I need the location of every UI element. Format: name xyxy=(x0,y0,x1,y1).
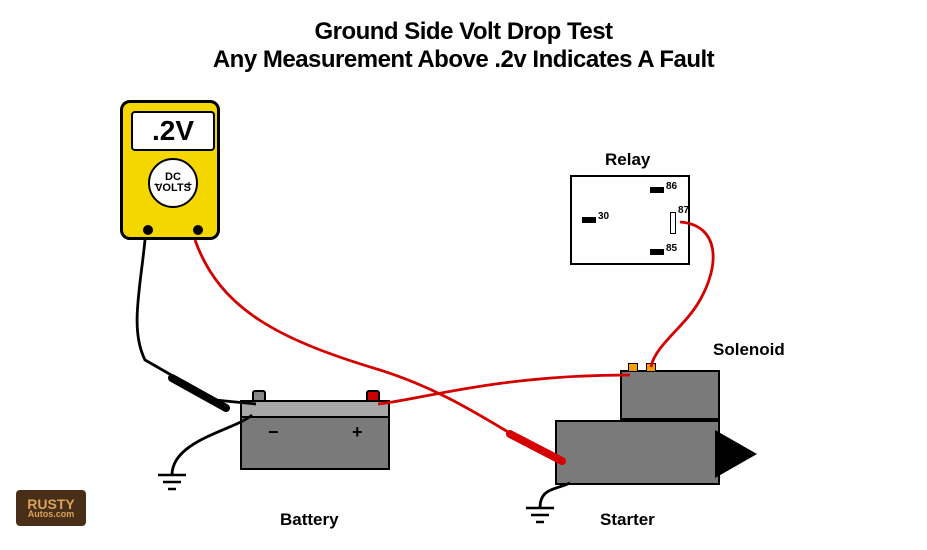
wire-meter-neg xyxy=(137,240,256,404)
wire-starter-ground xyxy=(540,483,570,508)
wire-batt-pos-solenoid xyxy=(378,375,630,404)
solenoid-label: Solenoid xyxy=(713,340,785,360)
meter-screen: .2V xyxy=(131,111,215,151)
title-line-2: Any Measurement Above .2v Indicates A Fa… xyxy=(0,46,927,74)
multimeter: .2V DC VOLTS − + xyxy=(120,100,220,240)
battery-pos-sign: + xyxy=(352,422,363,443)
wiring-diagram-lines xyxy=(0,0,927,550)
relay-pin-85-label: 85 xyxy=(666,243,677,254)
starter-solenoid xyxy=(620,370,720,420)
relay-label: Relay xyxy=(605,150,650,170)
title-line-1: Ground Side Volt Drop Test xyxy=(0,18,927,46)
ground-symbol-battery xyxy=(158,475,186,489)
rustyautos-logo: RUSTY Autos.com xyxy=(16,490,86,526)
battery-post-pos xyxy=(366,390,380,402)
relay-pin-30 xyxy=(582,217,596,223)
solenoid-terminal-b xyxy=(646,363,656,372)
relay: 30 86 87 85 xyxy=(570,175,690,265)
meter-reading: .2V xyxy=(152,115,194,147)
meter-jack-pos xyxy=(193,225,203,235)
battery-body xyxy=(240,416,390,470)
logo-line2: Autos.com xyxy=(28,510,75,518)
starter-nose xyxy=(715,430,757,478)
starter-motor xyxy=(555,420,720,485)
starter-label: Starter xyxy=(600,510,655,530)
relay-pin-86-label: 86 xyxy=(666,181,677,192)
solenoid-terminal-a xyxy=(628,363,638,372)
relay-pin-86 xyxy=(650,187,664,193)
ground-symbol-starter xyxy=(526,508,554,522)
battery-neg-sign: − xyxy=(268,422,279,443)
battery: − + xyxy=(240,400,390,470)
meter-dial: DC VOLTS − + xyxy=(148,158,198,208)
battery-label: Battery xyxy=(280,510,339,530)
probe-black xyxy=(172,378,226,408)
relay-pin-87-label: 87 xyxy=(678,205,689,216)
relay-pin-30-label: 30 xyxy=(598,211,609,222)
battery-post-neg xyxy=(252,390,266,402)
relay-pin-87 xyxy=(670,212,676,234)
meter-jack-neg xyxy=(143,225,153,235)
relay-pin-85 xyxy=(650,249,664,255)
